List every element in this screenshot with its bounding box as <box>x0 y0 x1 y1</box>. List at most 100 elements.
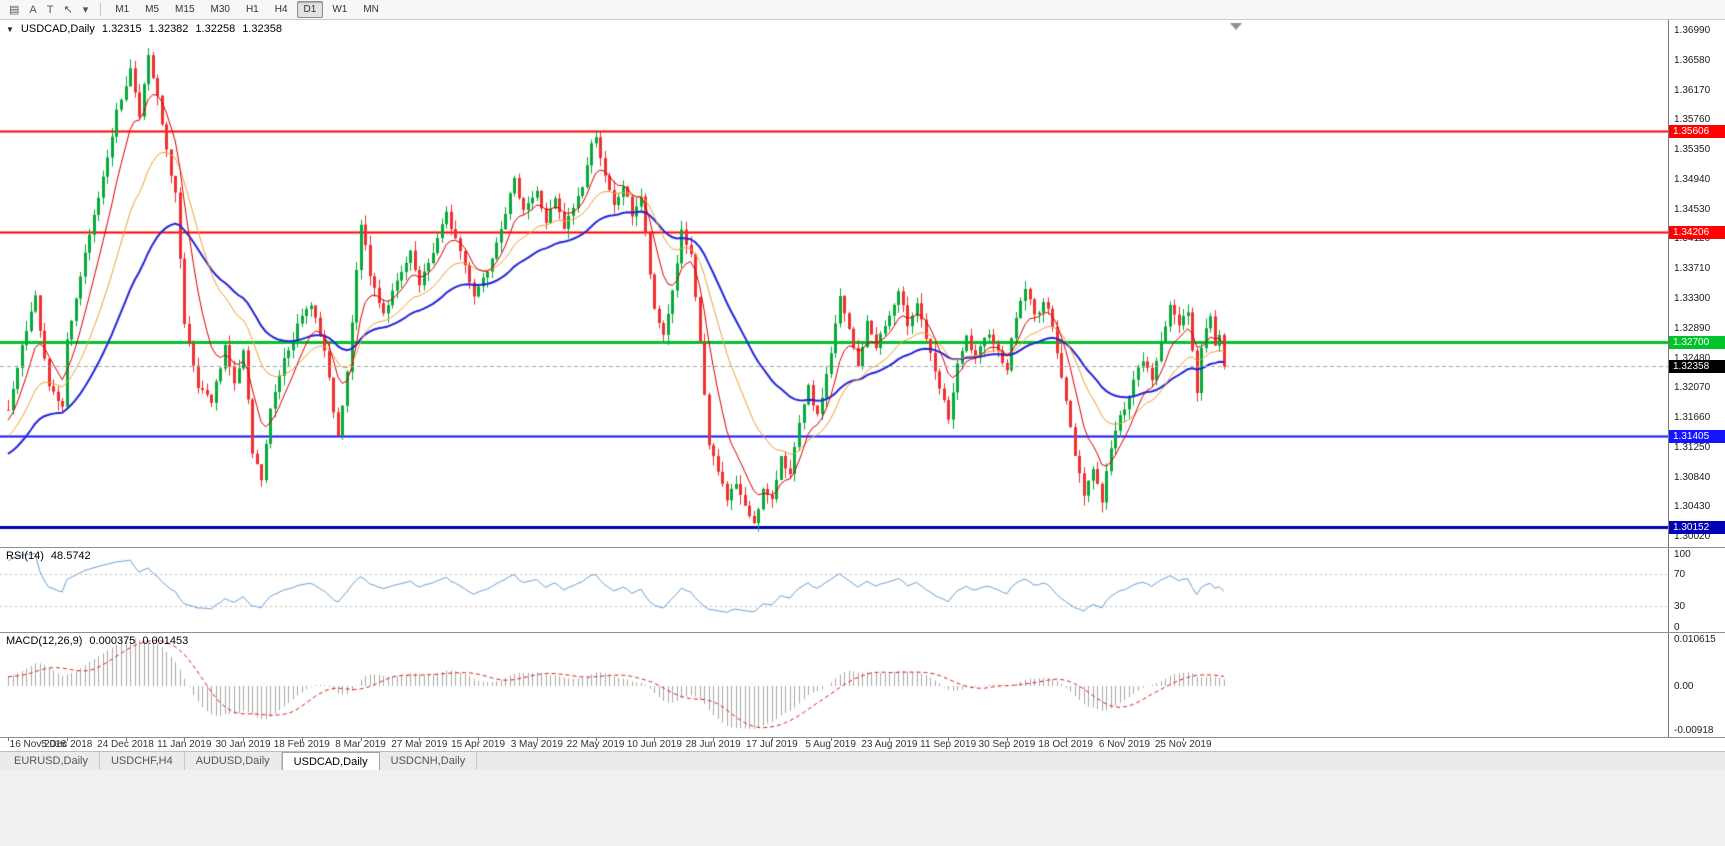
timeframe-button-m1[interactable]: M1 <box>115 4 130 15</box>
date-label: 8 Mar 2019 <box>335 739 386 750</box>
ohlc-open: 1.32315 <box>101 23 142 35</box>
macd-title: MACD(12,26,9) <box>6 635 83 647</box>
rsi-title: RSI(14) <box>6 550 44 562</box>
time-tick <box>1066 738 1067 741</box>
chart-tab-usdcnh[interactable]: USDCNH,Daily <box>380 752 478 770</box>
date-label: 18 Feb 2019 <box>273 739 330 750</box>
cursor-dropdown-icon[interactable]: ▾ <box>82 3 89 16</box>
chart-header: ▼ USDCAD,Daily 1.32315 1.32382 1.32258 1… <box>6 23 282 35</box>
time-tick <box>1183 738 1184 741</box>
time-axis-separator <box>0 737 1725 738</box>
price-tick-label: 1.30430 <box>1674 501 1711 513</box>
date-label: 10 Jun 2019 <box>626 739 682 750</box>
rsi-axis-label: 70 <box>1674 569 1686 581</box>
cursor-tool-icon[interactable]: ↖ <box>63 3 73 16</box>
ohlc-high: 1.32382 <box>148 23 189 35</box>
macd-panel-canvas[interactable] <box>0 633 1668 737</box>
macd-main-value: 0.000375 <box>89 635 136 647</box>
timeframe-button-d1[interactable]: D1 <box>296 1 324 18</box>
date-label: 17 Jul 2019 <box>746 739 798 750</box>
timeframe-button-h1[interactable]: H1 <box>245 4 259 15</box>
price-axis[interactable]: 1.36990 1.36580 1.36170 1.35760 1.35350 1.349… <box>1668 20 1725 737</box>
chart-tab-bar: EURUSD,Daily USDCHF,H4 AUDUSD,Daily USDCAD,… <box>0 751 1725 770</box>
symbol-period-label: USDCAD,Daily <box>20 23 95 35</box>
annotation-a-button[interactable]: A <box>29 3 37 16</box>
time-tick <box>713 738 714 741</box>
chart-tab-usdchf[interactable]: USDCHF,H4 <box>100 752 185 770</box>
time-tick <box>654 738 655 741</box>
chart-tab-usdcad[interactable]: USDCAD,Daily <box>281 752 380 770</box>
timeframe-button-m5[interactable]: M5 <box>145 4 160 15</box>
time-tick <box>67 738 68 741</box>
price-tick-label: 1.34940 <box>1674 173 1711 185</box>
time-tick <box>184 738 185 741</box>
date-label: 25 Nov 2019 <box>1154 739 1212 750</box>
rsi-label: RSI(14) 48.5742 <box>6 550 91 562</box>
timeframe-button-m15[interactable]: M15 <box>175 4 195 15</box>
date-label: 5 Aug 2019 <box>805 739 856 750</box>
date-label: 5 Dec 2018 <box>41 739 93 750</box>
chart-toolbar: ▤ A T ↖ ▾ M1 M5 M15 M30 H1 H4 D1 W1 MN <box>0 0 1725 20</box>
price-tick-label: 1.31660 <box>1674 412 1711 424</box>
time-tick <box>302 738 303 741</box>
hline-price-tag: 1.30152 <box>1669 520 1725 534</box>
timeframe-button-h4[interactable]: H4 <box>274 4 288 15</box>
ohlc-low: 1.32258 <box>195 23 236 35</box>
rsi-axis-label: 30 <box>1674 600 1686 612</box>
time-tick <box>478 738 479 741</box>
timeframe-button-mn[interactable]: MN <box>363 4 379 15</box>
date-label: 28 Jun 2019 <box>685 739 741 750</box>
time-tick <box>361 738 362 741</box>
price-tick-label: 1.36990 <box>1674 25 1711 37</box>
panel-splitter-macd[interactable] <box>0 632 1725 633</box>
chart-area: ▼ USDCAD,Daily 1.32315 1.32382 1.32258 1… <box>0 20 1725 751</box>
rsi-axis-label: 100 <box>1674 549 1691 560</box>
macd-axis-label: -0.00918 <box>1674 725 1714 736</box>
collapse-caret-icon[interactable]: ▼ <box>6 24 14 34</box>
main-chart-canvas[interactable] <box>0 20 1668 547</box>
time-tick <box>419 738 420 741</box>
bottom-filler <box>0 770 1725 846</box>
time-tick <box>1124 738 1125 741</box>
text-tool-button[interactable]: T <box>46 3 54 16</box>
ohlc-close: 1.32358 <box>242 23 282 35</box>
hline-price-tag: 1.34206 <box>1669 226 1725 240</box>
price-tick-label: 1.36580 <box>1674 54 1711 66</box>
timeframe-button-m30[interactable]: M30 <box>210 4 230 15</box>
rsi-panel-canvas[interactable] <box>0 548 1668 632</box>
price-tick-label: 1.34530 <box>1674 203 1711 215</box>
chart-window-icon[interactable]: ▤ <box>9 3 20 16</box>
rsi-axis-label: 0 <box>1674 622 1680 633</box>
macd-axis-label: 0.010615 <box>1674 634 1716 645</box>
rsi-value: 48.5742 <box>50 550 91 562</box>
price-tick-label: 1.33710 <box>1674 263 1711 275</box>
date-label: 18 Oct 2019 <box>1038 739 1093 750</box>
date-label: 11 Jan 2019 <box>157 739 212 750</box>
time-tick <box>537 738 538 741</box>
timeframe-switcher: M1 M5 M15 M30 H1 H4 D1 W1 MN <box>108 1 386 18</box>
time-tick <box>948 738 949 741</box>
hline-price-tag: 1.31405 <box>1669 429 1725 443</box>
price-tick-label: 1.35350 <box>1674 144 1711 156</box>
chart-tab-eurusd[interactable]: EURUSD,Daily <box>3 752 100 770</box>
time-tick <box>8 738 9 741</box>
time-tick <box>1007 738 1008 741</box>
hline-price-tag: 1.35606 <box>1669 124 1725 138</box>
hline-price-tag: 1.32700 <box>1669 335 1725 349</box>
time-axis[interactable]: 16 Nov 2018 5 Dec 2018 24 Dec 2018 11 Jan 2… <box>0 738 1668 751</box>
date-label: 16 Nov 2018 <box>9 739 67 750</box>
macd-axis-label: 0.00 <box>1674 681 1694 692</box>
price-tick-label: 1.32890 <box>1674 322 1711 334</box>
panel-splitter-rsi[interactable] <box>0 547 1725 548</box>
chart-tab-audusd[interactable]: AUDUSD,Daily <box>185 752 282 770</box>
macd-signal-value: 0.001453 <box>142 635 189 647</box>
macd-label: MACD(12,26,9) 0.000375 0.001453 <box>6 635 188 647</box>
time-tick <box>596 738 597 741</box>
time-tick <box>889 738 890 741</box>
price-tick-label: 1.32070 <box>1674 382 1711 394</box>
price-tick-label: 1.33300 <box>1674 293 1711 305</box>
date-label: 3 May 2019 <box>510 739 563 750</box>
timeframe-button-w1[interactable]: W1 <box>332 4 348 15</box>
time-tick <box>772 738 773 741</box>
